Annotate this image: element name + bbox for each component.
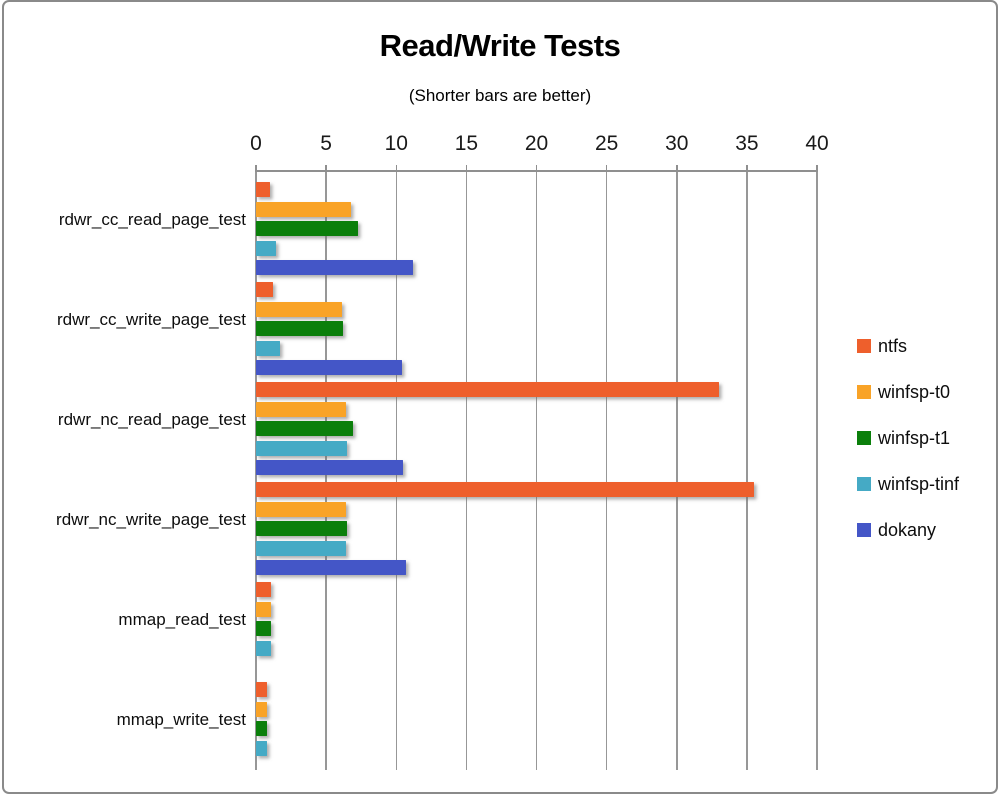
bar xyxy=(256,221,359,236)
legend-label: dokany xyxy=(878,519,937,540)
bar xyxy=(256,540,346,556)
x-axis-tick-label: 0 xyxy=(250,132,262,155)
gridline xyxy=(746,172,748,770)
x-axis-tick-label: 30 xyxy=(665,132,689,155)
x-axis-tick-label: 15 xyxy=(454,132,479,155)
category-label: rdwr_nc_read_page_test xyxy=(57,410,246,429)
legend-item: winfsp-tinf xyxy=(857,473,959,495)
tick-mark xyxy=(465,165,468,172)
bar-group xyxy=(256,672,817,772)
tick-mark xyxy=(255,165,257,172)
bar-group xyxy=(256,472,817,575)
legend-item: winfsp-t0 xyxy=(857,381,959,403)
bar-group xyxy=(256,272,817,375)
x-axis-tick-label: 35 xyxy=(735,132,759,155)
legend-item: dokany xyxy=(857,519,959,541)
tick-mark xyxy=(395,165,397,172)
bar xyxy=(256,260,414,275)
bar xyxy=(256,601,272,617)
gridline xyxy=(465,172,468,770)
bar xyxy=(256,521,348,536)
plot-area xyxy=(255,165,818,772)
bar xyxy=(256,282,273,297)
category-label: rdwr_cc_write_page_test xyxy=(57,310,246,329)
x-axis-tick-label: 5 xyxy=(320,132,332,155)
x-axis-tick-label: 40 xyxy=(805,132,829,155)
legend-swatch xyxy=(857,477,871,491)
legend-swatch xyxy=(857,385,871,399)
gridline xyxy=(605,172,608,770)
bar xyxy=(256,582,272,597)
tick-mark xyxy=(325,165,327,172)
bar xyxy=(256,560,407,575)
bar xyxy=(256,621,272,636)
bar xyxy=(256,440,348,456)
category-label: rdwr_nc_write_page_test xyxy=(56,510,246,529)
bar-group xyxy=(256,372,817,475)
bar xyxy=(256,721,268,736)
category-label: mmap_read_test xyxy=(118,610,246,629)
legend-swatch xyxy=(857,431,871,445)
legend-swatch xyxy=(857,523,871,537)
legend-label: winfsp-t1 xyxy=(878,427,951,448)
chart-title: Read/Write Tests xyxy=(379,28,621,63)
bar xyxy=(256,182,271,197)
bar xyxy=(256,301,342,317)
bar xyxy=(256,401,346,417)
category-label: mmap_write_test xyxy=(116,710,246,729)
chart-subtitle: (Shorter bars are better) xyxy=(408,86,592,105)
legend: ntfs winfsp-t0 winfsp-t1 winfsp-tinf dokany xyxy=(857,335,959,565)
bar xyxy=(256,382,719,397)
x-axis-tick-label: 10 xyxy=(384,132,408,155)
legend-swatch xyxy=(857,339,871,353)
bar-group xyxy=(256,572,817,672)
tick-mark xyxy=(676,165,678,172)
x-axis-tick-label: 25 xyxy=(594,132,619,155)
tick-mark xyxy=(746,165,748,172)
legend-label: winfsp-t0 xyxy=(878,381,951,402)
bar xyxy=(256,701,268,717)
bar xyxy=(256,421,353,436)
gridline xyxy=(816,172,818,770)
tick-mark xyxy=(816,165,818,172)
bar xyxy=(256,460,404,475)
gridline xyxy=(535,172,538,770)
bar xyxy=(256,201,352,217)
legend-label: winfsp-tinf xyxy=(878,473,960,494)
bar xyxy=(256,740,268,756)
bar xyxy=(256,360,402,375)
category-label: rdwr_cc_read_page_test xyxy=(58,210,246,229)
legend-item: winfsp-t1 xyxy=(857,427,959,449)
bar xyxy=(256,321,343,336)
tick-mark xyxy=(535,165,538,172)
bar xyxy=(256,240,276,256)
bar xyxy=(256,501,346,517)
bar-group xyxy=(256,172,817,275)
tick-mark xyxy=(605,165,608,172)
legend-item: ntfs xyxy=(857,335,959,357)
bar xyxy=(256,682,268,697)
gridline xyxy=(676,172,678,770)
x-axis-tick-label: 20 xyxy=(524,132,549,155)
legend-label: ntfs xyxy=(878,335,908,356)
x-axis: 0 5 10 15 20 25 30 35 40 xyxy=(4,132,996,158)
bar xyxy=(256,340,280,356)
bar xyxy=(256,482,754,497)
bar xyxy=(256,640,272,656)
